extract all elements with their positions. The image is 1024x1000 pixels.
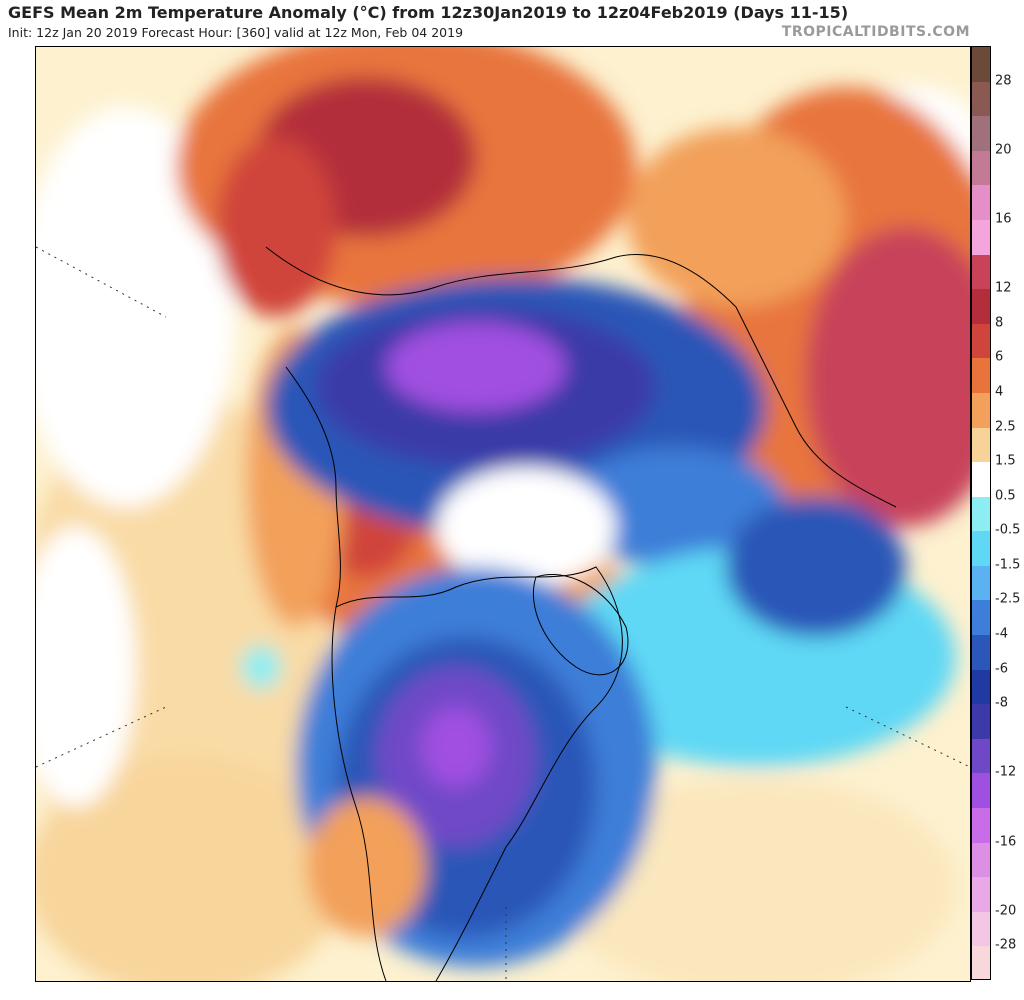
colorbar-label: -12 <box>995 764 1017 780</box>
colorbar-segment <box>972 116 990 152</box>
colorbar-label: 12 <box>995 280 1012 296</box>
colorbar-segment <box>972 427 990 464</box>
colorbar-label: 6 <box>995 349 1004 365</box>
colorbar-segment <box>972 911 990 948</box>
colorbar-label: 8 <box>995 315 1004 331</box>
colorbar-label: 4 <box>995 384 1004 400</box>
colorbar-segment <box>972 704 990 740</box>
colorbar-segment <box>972 842 990 879</box>
chart-subtitle: Init: 12z Jan 20 2019 Forecast Hour: [36… <box>8 25 464 40</box>
colorbar-segment <box>972 462 990 498</box>
colorbar-segment <box>972 358 990 394</box>
colorbar-segment <box>972 565 990 602</box>
colorbar-segment <box>972 81 990 118</box>
colorbar-label: -6 <box>995 661 1008 677</box>
colorbar-segment <box>972 254 990 291</box>
colorbar-segment <box>972 669 990 706</box>
colorbar-segment <box>972 496 990 533</box>
colorbar-label: -28 <box>995 937 1017 953</box>
colorbar-label: 16 <box>995 211 1012 227</box>
colorbar-label: -0.5 <box>995 522 1021 538</box>
anomaly-blobs <box>36 47 970 981</box>
colorbar-label: -16 <box>995 834 1017 850</box>
colorbar-segment <box>972 219 990 256</box>
colorbar-label: -1.5 <box>995 557 1021 573</box>
colorbar-label: -20 <box>995 903 1017 919</box>
map-canvas <box>36 47 970 981</box>
colorbar-segment <box>972 323 990 360</box>
anomaly-map <box>35 46 971 982</box>
colorbar-label: 0.5 <box>995 488 1016 504</box>
colorbar-segment <box>972 635 990 671</box>
colorbar-label: 2.5 <box>995 419 1016 435</box>
colorbar-segment <box>972 877 990 913</box>
colorbar-segment <box>972 392 990 429</box>
colorbar-segment <box>972 150 990 187</box>
colorbar-label: -8 <box>995 695 1008 711</box>
colorbar-segment <box>972 185 990 221</box>
colorbar-segment <box>972 946 990 979</box>
colorbar-segment <box>972 531 990 567</box>
colorbar-label: 28 <box>995 73 1012 89</box>
colorbar-segment <box>972 773 990 810</box>
source-credit[interactable]: TROPICALTIDBITS.COM <box>781 24 970 40</box>
latitude-lines <box>36 246 970 981</box>
colorbar-label: -4 <box>995 626 1008 642</box>
colorbar-label: -2.5 <box>995 591 1021 607</box>
coastlines <box>265 246 897 981</box>
colorbar-label: 20 <box>995 142 1012 158</box>
colorbar-label: 1.5 <box>995 453 1016 469</box>
colorbar-segment <box>972 808 990 844</box>
colorbar-segment <box>972 738 990 775</box>
colorbar-segment <box>972 47 990 83</box>
colorbar-segment <box>972 289 990 325</box>
colorbar <box>971 46 991 980</box>
colorbar-segment <box>972 600 990 637</box>
chart-title: GEFS Mean 2m Temperature Anomaly (°C) fr… <box>8 3 849 22</box>
